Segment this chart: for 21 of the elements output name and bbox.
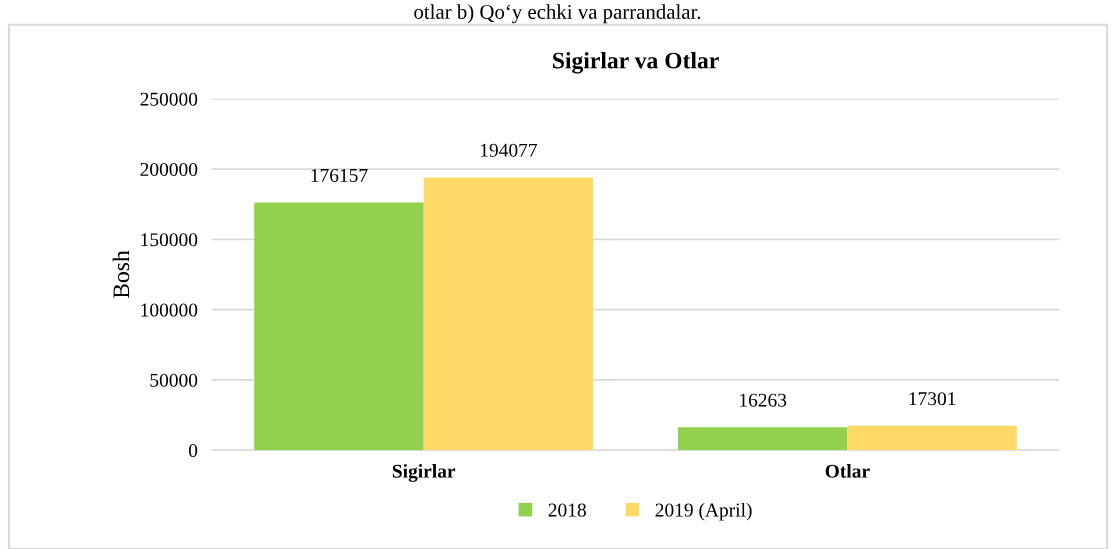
y-tick-label: 0 xyxy=(188,444,198,458)
y-tick-label: 50000 xyxy=(150,373,198,387)
y-tick-label: 200000 xyxy=(140,162,198,177)
data-label: 17301 xyxy=(909,392,956,406)
legend-label: 2018 xyxy=(548,503,586,517)
bar xyxy=(423,177,594,451)
bar xyxy=(847,425,1017,451)
x-tick-label: Sigirlar xyxy=(392,464,456,482)
data-label: 176157 xyxy=(311,168,368,182)
text: otlar b) Qo‘y echki va parrandalar. xyxy=(414,4,701,24)
y-tick-label: 100000 xyxy=(141,303,198,317)
y-axis-title: Bosh xyxy=(112,250,130,299)
legend-label: 2019 (April) xyxy=(655,502,752,521)
bar xyxy=(254,202,424,451)
data-label: 194077 xyxy=(480,143,538,157)
y-tick-label: 150000 xyxy=(141,233,198,247)
y-tick-label: 250000 xyxy=(140,92,198,106)
bar xyxy=(677,427,848,451)
chart-title: Sigirlar va Otlar xyxy=(553,51,719,74)
data-label: 16263 xyxy=(740,393,787,407)
x-tick-label: Otlar xyxy=(825,464,870,478)
